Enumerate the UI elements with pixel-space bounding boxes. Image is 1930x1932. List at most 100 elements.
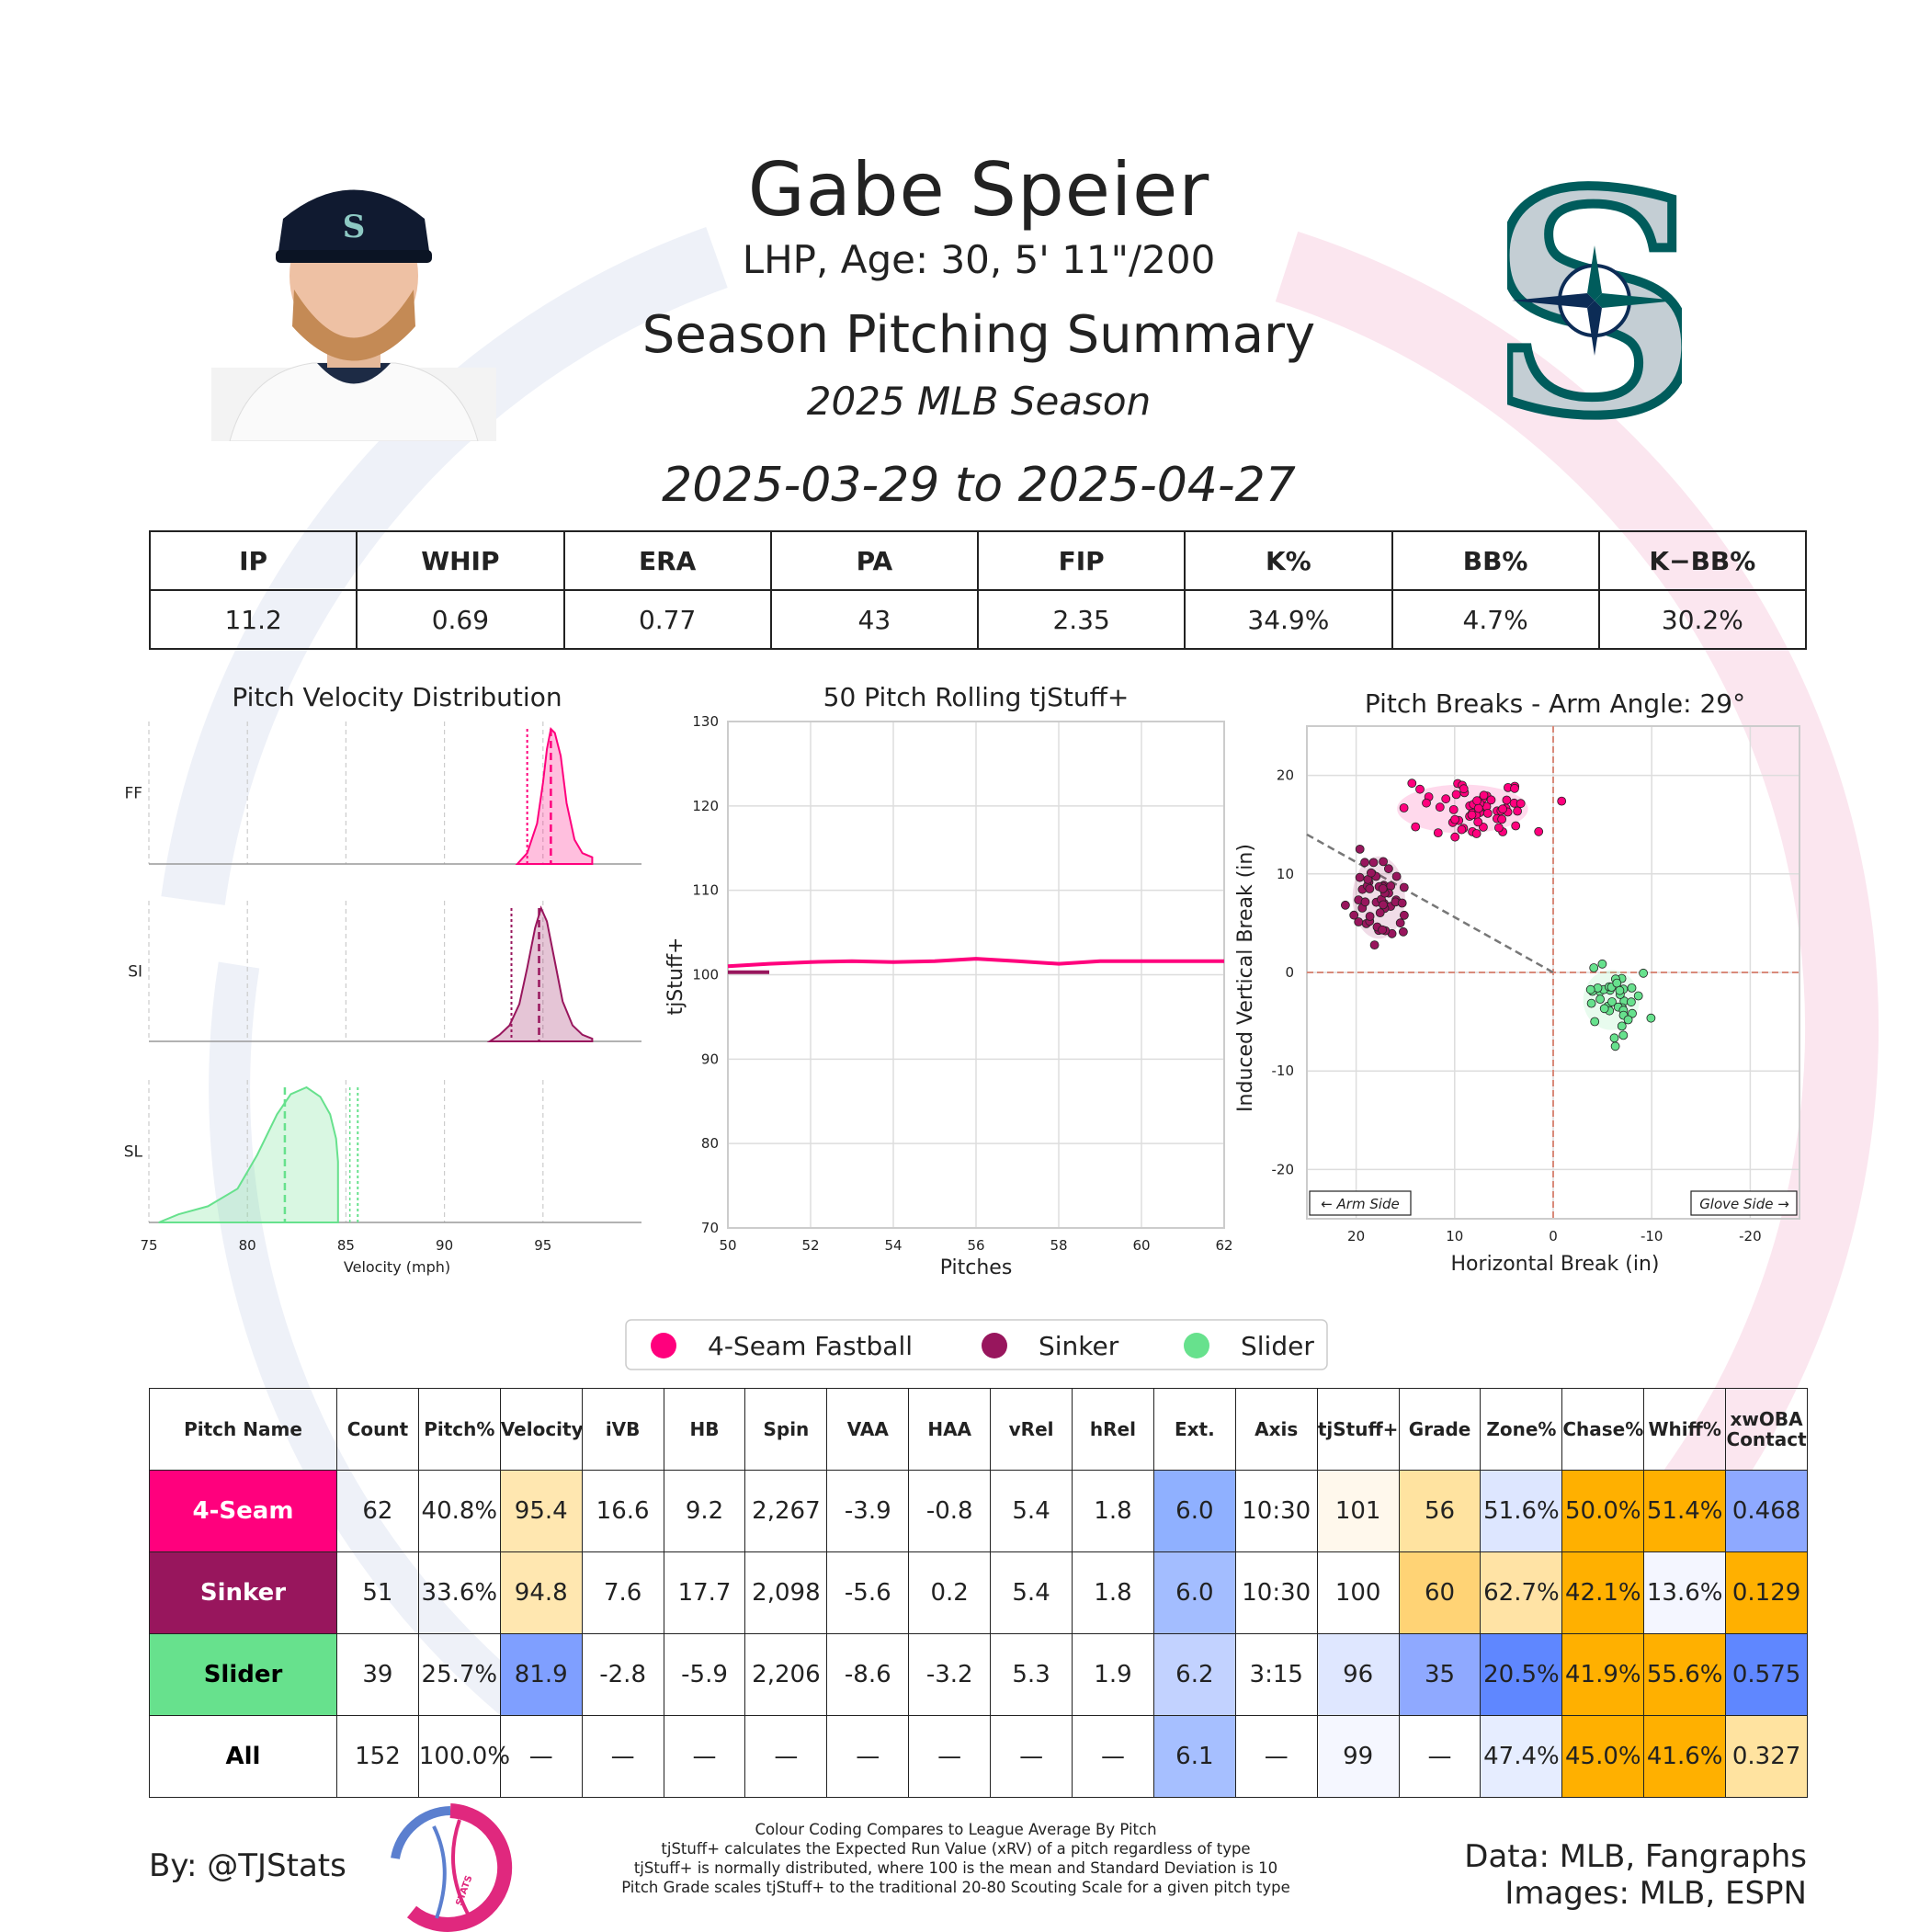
pitch-metric-cell: 45.0%: [1561, 1715, 1645, 1798]
pitch-metric-cell: 42.1%: [1561, 1551, 1645, 1634]
breaks-point-sinker: [1399, 882, 1409, 892]
pitch-name-cell: Sinker: [149, 1551, 337, 1634]
pitch-metric-cell: -3.9: [826, 1470, 910, 1552]
breaks-point-4-seam-fastball: [1457, 824, 1467, 835]
pitch-metric-cell: 56: [1398, 1470, 1482, 1552]
pitch-breaks-chart: Pitch Breaks - Arm Angle: 29° Horizontal…: [1234, 688, 1800, 1276]
pitch-table-header-cell: HB: [663, 1388, 746, 1471]
stat-header-era: ERA: [562, 530, 772, 591]
footer-notes: Colour Coding Compares to League Average…: [607, 1820, 1305, 1897]
rolling-y-tick: 90: [701, 1051, 719, 1067]
svg-text:S: S: [343, 209, 366, 245]
stat-header-k-bb-pct: K−BB%: [1597, 530, 1808, 591]
breaks-point-4-seam-fastball: [1486, 795, 1496, 805]
breaks-point-sinker: [1375, 908, 1385, 918]
pitch-metric-cell: —: [1072, 1715, 1154, 1798]
breaks-y-tick: 10: [1277, 866, 1294, 882]
pitch-metric-cell: 0.575: [1725, 1633, 1809, 1716]
pitch-table-row: All 152 100.0% — — — — — — — —6.1—99—47.4% 45.0% 41.…: [149, 1715, 1809, 1798]
breaks-point-sinker: [1395, 918, 1405, 928]
stat-value-k-bb-pct: 30.2%: [1597, 589, 1808, 650]
stat-value-whip: 0.69: [356, 589, 565, 650]
pitch-metric-cell: 94.8: [499, 1551, 583, 1634]
breaks-point-4-seam-fastball: [1473, 817, 1483, 827]
pitch-metric-cell: 62: [336, 1470, 419, 1552]
pitch-metrics-table: Pitch Name Count Pitch% Velocity iVB HB Spin VA…: [149, 1388, 1809, 1798]
pitch-table-header-cell: tjStuff+: [1316, 1388, 1400, 1471]
pitch-name-cell: 4-Seam: [149, 1470, 337, 1552]
pitch-table-header-cell: Ext.: [1152, 1388, 1236, 1471]
pitch-metric-cell: 47.4%: [1480, 1715, 1563, 1798]
rolling-y-tick: 100: [692, 967, 719, 983]
breaks-point-4-seam-fastball: [1502, 795, 1512, 805]
breaks-point-4-seam-fastball: [1450, 832, 1460, 842]
pitch-metric-cell: 0.327: [1725, 1715, 1809, 1798]
pitch-metric-cell: 51.6%: [1480, 1470, 1563, 1552]
pitch-metric-cell: —: [581, 1715, 664, 1798]
pitch-metric-cell: 100: [1316, 1551, 1400, 1634]
pitch-metric-cell: -8.6: [826, 1633, 910, 1716]
breaks-point-sinker: [1369, 940, 1379, 950]
pitch-metric-cell: 0.129: [1725, 1551, 1809, 1634]
pitch-metric-cell: 9.2: [663, 1470, 746, 1552]
pitch-table-header-cell: vRel: [990, 1388, 1073, 1471]
pitch-metric-cell: 2,267: [744, 1470, 828, 1552]
rolling-tjstuff-chart: 50 Pitch Rolling tjStuff+ Pitches tjStuf…: [664, 682, 1232, 1279]
breaks-point-sinker: [1355, 872, 1365, 882]
footer-note-3: tjStuff+ is normally distributed, where …: [633, 1859, 1278, 1877]
pitch-metric-cell: 55.6%: [1643, 1633, 1727, 1716]
breaks-point-sinker: [1349, 910, 1359, 920]
player-name: Gabe Speier: [747, 147, 1210, 233]
pitch-metric-cell: -5.6: [826, 1551, 910, 1634]
breaks-x-tick: -10: [1640, 1228, 1663, 1244]
breaks-x-axis-label: Horizontal Break (in): [1451, 1253, 1660, 1276]
pitch-metric-cell: 10:30: [1234, 1551, 1318, 1634]
pitch-metric-cell: 6.0: [1152, 1470, 1236, 1552]
breaks-point-slider: [1607, 997, 1617, 1006]
breaks-point-slider: [1627, 983, 1637, 993]
breaks-y-axis-label: Induced Vertical Break (in): [1234, 844, 1257, 1112]
pitch-metric-cell: 7.6: [581, 1551, 664, 1634]
glove-side-annotation: Glove Side →: [1690, 1190, 1798, 1216]
stat-value-ip: 11.2: [148, 589, 358, 650]
breaks-point-sinker: [1391, 871, 1402, 881]
glove-side-label: Glove Side →: [1699, 1196, 1789, 1212]
pitch-metric-cell: 100.0%: [417, 1715, 510, 1798]
breaks-point-4-seam-fastball: [1497, 814, 1507, 824]
velocity-x-tick: 95: [534, 1237, 551, 1254]
breaks-point-sinker: [1383, 864, 1393, 874]
velocity-density-si: [486, 905, 594, 1042]
stat-summary-table: IP WHIP ERA PA FIP K% BB% K−BB% 11.2 0.6…: [148, 530, 1808, 650]
arm-side-annotation: ← Arm Side: [1309, 1190, 1412, 1216]
breaks-point-4-seam-fastball: [1407, 778, 1417, 789]
rolling-line-4-seam-fastball: [727, 957, 1224, 969]
breaks-point-4-seam-fastball: [1511, 821, 1521, 831]
pitch-metric-cell: 35: [1398, 1633, 1482, 1716]
player-headshot-icon: S: [211, 189, 496, 441]
stat-header-pa: PA: [769, 530, 980, 591]
stat-header-fip: FIP: [976, 530, 1186, 591]
pitch-metric-cell: 1.8: [1072, 1551, 1154, 1634]
breaks-point-4-seam-fastball: [1534, 826, 1544, 836]
pitch-metric-cell: 10:30: [1234, 1470, 1318, 1552]
breaks-point-4-seam-fastball: [1467, 810, 1477, 820]
pitch-table-header-row: Pitch Name Count Pitch% Velocity iVB HB Spin VA…: [149, 1388, 1809, 1471]
pitch-table-header-cell: Chase%: [1561, 1388, 1645, 1471]
legend-label-sinker: Sinker: [1039, 1331, 1119, 1361]
pitch-table-header-cell: Spin: [744, 1388, 828, 1471]
pitch-table-header-cell: hRel: [1072, 1388, 1154, 1471]
pitch-table-header-cell: Velocity: [499, 1388, 584, 1471]
pitch-metric-cell: 152: [336, 1715, 419, 1798]
breaks-point-slider: [1585, 984, 1595, 994]
pitch-metric-cell: 41.6%: [1643, 1715, 1727, 1798]
byline: By: @TJStats: [149, 1847, 346, 1884]
breaks-point-4-seam-fastball: [1473, 803, 1483, 813]
stat-summary-value-row: 11.2 0.69 0.77 43 2.35 34.9% 4.7% 30.2%: [148, 589, 1808, 650]
breaks-chart-title: Pitch Breaks - Arm Angle: 29°: [1365, 688, 1745, 719]
breaks-point-sinker: [1360, 897, 1370, 907]
pitch-metric-cell: -2.8: [581, 1633, 664, 1716]
velocity-distribution-chart: Pitch Velocity Distribution Velocity (mp…: [124, 682, 641, 1276]
pitch-metric-cell: 13.6%: [1643, 1551, 1727, 1634]
legend-label-slider: Slider: [1241, 1331, 1314, 1361]
rolling-y-tick: 70: [701, 1220, 719, 1236]
